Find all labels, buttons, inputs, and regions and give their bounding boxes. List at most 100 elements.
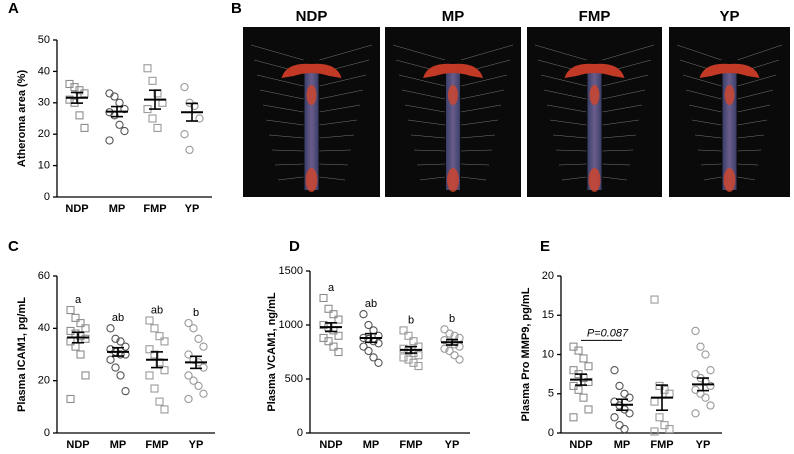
data-point bbox=[584, 377, 593, 387]
data-point bbox=[110, 92, 119, 101]
pin bbox=[259, 89, 304, 100]
aorta-image bbox=[669, 27, 790, 197]
data-point bbox=[121, 342, 130, 351]
data-point bbox=[116, 337, 125, 346]
data-point bbox=[184, 394, 193, 404]
x-tick-label: YP bbox=[185, 203, 200, 215]
pin bbox=[737, 104, 771, 113]
x-tick-label: FMP bbox=[650, 439, 673, 451]
significance-letter: ab bbox=[365, 298, 377, 310]
pin bbox=[602, 163, 631, 166]
pin bbox=[555, 149, 587, 152]
data-point bbox=[691, 409, 700, 418]
x-tick-label: MP bbox=[614, 439, 631, 451]
data-point bbox=[81, 371, 90, 380]
data-point bbox=[121, 386, 130, 396]
significance-letter: a bbox=[75, 294, 82, 306]
y-tick-label: 20 bbox=[38, 128, 50, 140]
data-point bbox=[116, 371, 125, 380]
data-point bbox=[445, 329, 454, 338]
data-point bbox=[655, 413, 664, 422]
pin bbox=[319, 163, 349, 166]
data-point bbox=[160, 366, 169, 375]
x-tick-label: NDP bbox=[66, 439, 89, 451]
pin bbox=[602, 74, 649, 87]
pin bbox=[602, 119, 640, 126]
lesion bbox=[589, 85, 600, 105]
aorta-arch bbox=[281, 63, 342, 78]
data-point bbox=[399, 353, 408, 362]
significance-letter: ab bbox=[112, 312, 124, 324]
pin bbox=[737, 74, 777, 87]
pin bbox=[737, 44, 783, 61]
pin bbox=[319, 74, 367, 87]
data-point bbox=[145, 316, 154, 325]
data-point bbox=[650, 295, 659, 304]
data-point bbox=[194, 334, 203, 343]
pin bbox=[404, 104, 446, 113]
data-point bbox=[160, 337, 169, 346]
data-point bbox=[574, 346, 583, 355]
data-point bbox=[625, 409, 634, 418]
data-point bbox=[81, 324, 90, 333]
pin bbox=[460, 176, 487, 181]
aorta-arch bbox=[564, 63, 625, 78]
pin bbox=[410, 134, 446, 139]
pin bbox=[602, 104, 643, 113]
pin bbox=[460, 119, 499, 126]
data-point bbox=[625, 393, 634, 402]
data-point bbox=[620, 389, 629, 398]
pin bbox=[250, 44, 304, 61]
pin bbox=[319, 149, 352, 152]
pin bbox=[277, 176, 304, 181]
data-point bbox=[374, 339, 383, 348]
data-point bbox=[650, 427, 659, 436]
data-point bbox=[194, 381, 203, 391]
y-tick-label: 10 bbox=[38, 160, 50, 172]
data-point bbox=[189, 324, 198, 333]
data-point bbox=[76, 350, 85, 359]
pin bbox=[319, 119, 358, 126]
data-point bbox=[615, 381, 624, 391]
data-point bbox=[150, 350, 159, 359]
data-point bbox=[399, 344, 408, 353]
pin bbox=[265, 119, 304, 126]
data-point bbox=[184, 371, 193, 380]
pin bbox=[737, 149, 762, 152]
aorta-image bbox=[243, 27, 380, 197]
pin bbox=[401, 89, 446, 100]
data-point bbox=[445, 346, 454, 356]
pin bbox=[398, 74, 446, 87]
data-point bbox=[691, 326, 700, 336]
data-point bbox=[155, 397, 164, 406]
data-point bbox=[143, 64, 152, 73]
data-point bbox=[584, 362, 593, 371]
y-axis-label: Plasma VCAM1, ng/mL bbox=[266, 292, 278, 411]
pin bbox=[737, 119, 768, 126]
data-point bbox=[145, 371, 154, 380]
pin bbox=[460, 134, 496, 139]
data-point bbox=[180, 82, 189, 92]
pin bbox=[691, 119, 722, 126]
image-title: MP bbox=[442, 8, 465, 25]
data-point bbox=[66, 394, 75, 404]
data-point bbox=[185, 145, 194, 155]
lesion bbox=[723, 168, 736, 192]
data-point bbox=[334, 331, 343, 340]
data-point bbox=[153, 123, 162, 132]
pin bbox=[319, 89, 364, 100]
data-point bbox=[706, 401, 715, 410]
pin bbox=[256, 74, 304, 87]
y-tick-label: 40 bbox=[38, 322, 50, 334]
data-point bbox=[180, 130, 189, 139]
pin bbox=[549, 119, 587, 126]
lesion bbox=[447, 168, 459, 192]
data-point bbox=[701, 393, 710, 402]
data-point bbox=[329, 342, 338, 351]
pin bbox=[274, 163, 304, 166]
data-point bbox=[404, 331, 413, 340]
data-point bbox=[66, 337, 75, 346]
pin bbox=[319, 134, 355, 139]
x-tick-label: FMP bbox=[143, 203, 166, 215]
